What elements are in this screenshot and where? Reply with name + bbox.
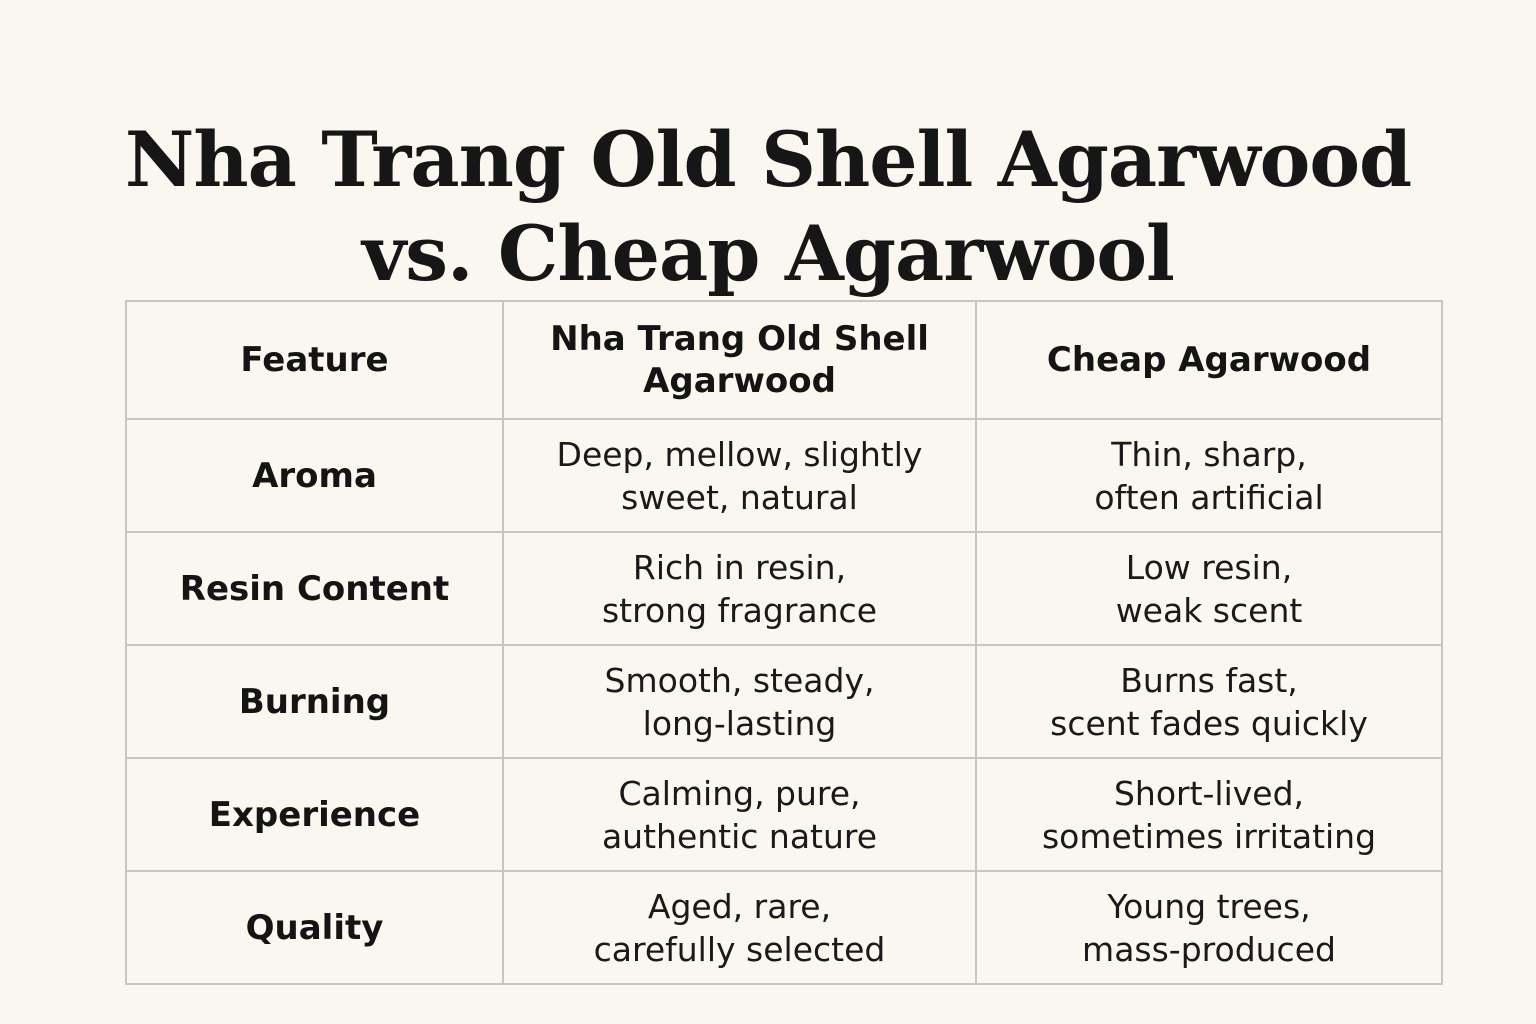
feature-cell: Resin Content [125,531,504,646]
old-shell-cell: Rich in resin, strong fragrance [502,531,977,646]
header-cheap: Cheap Agarwood [975,300,1443,420]
table-header-row: Feature Nha Trang Old Shell Agarwood Che… [125,300,1443,420]
old-shell-cell: Deep, mellow, slightly sweet, natural [502,418,977,533]
table-row: Burning Smooth, steady, long-lasting Bur… [125,644,1443,759]
cheap-cell: Short-lived, sometimes irritating [975,757,1443,872]
cheap-cell: Low resin, weak scent [975,531,1443,646]
table-row: Aroma Deep, mellow, slightly sweet, natu… [125,418,1443,533]
old-shell-cell: Calming, pure, authentic nature [502,757,977,872]
old-shell-cell: Aged, rare, carefully selected [502,870,977,985]
title-line-2: vs. Cheap Agarwool [362,208,1175,298]
feature-cell: Quality [125,870,504,985]
comparison-table: Feature Nha Trang Old Shell Agarwood Che… [125,300,1443,985]
table-row: Experience Calming, pure, authentic natu… [125,757,1443,872]
cheap-cell: Burns fast, scent fades quickly [975,644,1443,759]
feature-cell: Aroma [125,418,504,533]
feature-cell: Burning [125,644,504,759]
header-feature: Feature [125,300,504,420]
table-row: Resin Content Rich in resin, strong frag… [125,531,1443,646]
header-old-shell: Nha Trang Old Shell Agarwood [502,300,977,420]
cheap-cell: Thin, sharp, often artificial [975,418,1443,533]
cheap-cell: Young trees, mass-produced [975,870,1443,985]
page-title: Nha Trang Old Shell Agarwood vs. Cheap A… [0,113,1536,301]
old-shell-cell: Smooth, steady, long-lasting [502,644,977,759]
table-row: Quality Aged, rare, carefully selected Y… [125,870,1443,985]
feature-cell: Experience [125,757,504,872]
title-line-1: Nha Trang Old Shell Agarwood [124,114,1412,204]
